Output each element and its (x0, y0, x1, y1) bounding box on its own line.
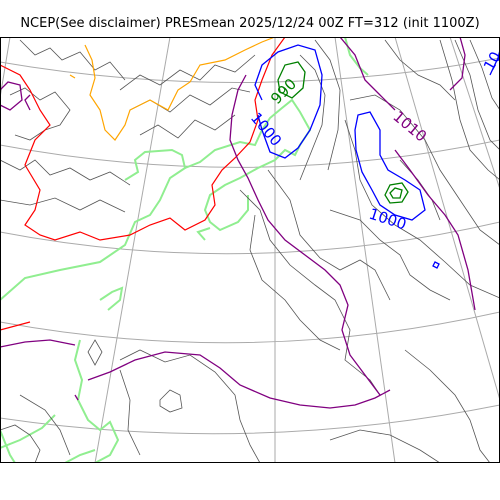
isobar (74, 394, 79, 401)
coastline (196, 227, 211, 241)
isobar (439, 39, 500, 181)
map-title: NCEP(See disclaimer) PRESmean 2025/12/24… (20, 16, 480, 31)
contour-label-10: 10 (480, 48, 500, 74)
isobar (87, 339, 103, 366)
isobar (394, 149, 476, 311)
isobar (0, 321, 31, 331)
isobar-1000 (254, 44, 500, 269)
contour-label-990: 990 (267, 75, 300, 108)
coastline (0, 429, 16, 463)
isobar (249, 214, 341, 351)
isobar (119, 349, 261, 463)
coastline (64, 449, 96, 463)
isobar (254, 44, 323, 159)
isobar (229, 74, 381, 396)
isobar (0, 339, 76, 348)
isobar (24, 94, 31, 111)
coastline (0, 148, 187, 301)
isobar (299, 54, 326, 181)
isobar (469, 39, 500, 111)
isobar (159, 389, 183, 413)
isobar (432, 261, 440, 269)
latitude-line (0, 221, 500, 255)
isobar (389, 187, 403, 199)
isobar (0, 197, 126, 213)
isobar-990 (277, 61, 409, 204)
isobar (19, 39, 126, 81)
isobar (9, 87, 71, 141)
isobar-1010 (0, 37, 476, 409)
latitude-line (0, 404, 500, 435)
coastline (73, 339, 120, 463)
coastline (0, 414, 56, 449)
isobar (0, 159, 131, 186)
isobar (0, 81, 23, 111)
isobar (0, 424, 41, 463)
isobar (267, 169, 391, 301)
isobar (404, 349, 491, 463)
isobar (84, 37, 276, 141)
isobar (329, 209, 451, 301)
coastline (344, 37, 369, 76)
isobar (119, 54, 256, 91)
isobar (139, 114, 236, 139)
isobar (239, 189, 381, 396)
isobar (87, 351, 391, 409)
thin-isobars (0, 39, 500, 463)
coastlines (0, 37, 369, 463)
isobar (314, 39, 341, 171)
isobar (349, 94, 500, 246)
latitude-line (0, 311, 500, 344)
coastline (99, 286, 124, 311)
isobar (384, 182, 409, 204)
isobar (119, 369, 141, 456)
isobar (129, 87, 251, 113)
contour-label-1010: 1010 (389, 107, 430, 145)
isobar (69, 74, 76, 79)
contour-label-1000: 1000 (367, 205, 409, 234)
longitude-line (94, 37, 171, 463)
orange-isobar (69, 37, 276, 141)
latitude-line (0, 57, 500, 84)
isobar (454, 39, 500, 151)
isobar (329, 429, 441, 463)
isobar (19, 394, 71, 456)
longitude-line (0, 37, 11, 101)
isobar (277, 61, 306, 99)
isobar (0, 37, 286, 241)
isobar (339, 37, 396, 111)
isobar (384, 39, 456, 101)
isobar (449, 37, 466, 91)
isobar (354, 111, 426, 221)
red-isobar (0, 37, 286, 331)
isobar (344, 119, 500, 299)
coastline (184, 98, 312, 232)
longitude-line (449, 37, 500, 191)
